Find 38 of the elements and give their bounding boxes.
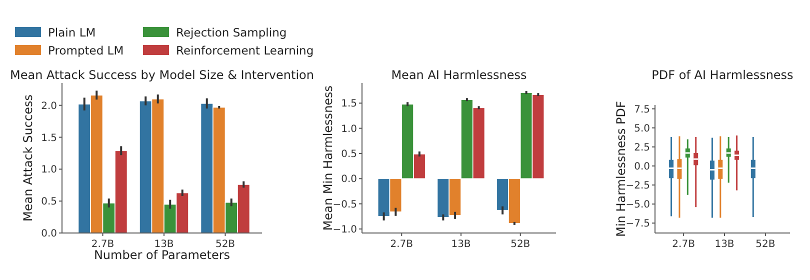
x-tick-label: 13B: [451, 239, 471, 250]
x-tick-label: 52B: [756, 239, 776, 250]
y-tick-label: 0.0: [341, 174, 357, 186]
x-tick-label: 2.7B: [672, 239, 696, 250]
y-tick-label: 2.0: [41, 100, 57, 112]
x-tick-label: 13B: [714, 239, 734, 250]
y-tick-label: −7.5: [626, 218, 650, 230]
y-tick-label: 0.5: [41, 196, 57, 208]
legend-label: Plain LM: [48, 26, 96, 40]
x-tick-label: 13B: [154, 239, 174, 250]
x-axis-title: Number of Parameters: [94, 248, 230, 262]
x-tick-label: 52B: [510, 239, 530, 250]
y-axis-title: Mean Attack Success: [21, 94, 35, 222]
y-tick-label: 7.5: [634, 104, 650, 116]
y-tick-label: 0.0: [634, 161, 650, 172]
legend-label: Rejection Sampling: [176, 26, 287, 40]
x-tick-label: 2.7B: [390, 239, 414, 250]
x-tick-label: 52B: [215, 239, 236, 250]
y-tick-label: −2.5: [626, 180, 650, 192]
y-tick-label: 1.5: [41, 132, 57, 144]
y-tick-label: 2.5: [634, 142, 650, 154]
x-tick-label: 2.7B: [91, 239, 114, 250]
y-tick-label: 0.0: [41, 228, 57, 240]
y-tick-label: 1.5: [341, 98, 357, 110]
y-tick-label: −5.0: [626, 200, 650, 211]
y-tick-label: −1.0: [332, 224, 357, 236]
legend-label: Prompted LM: [48, 44, 124, 58]
y-tick-label: 5.0: [634, 123, 650, 134]
y-tick-label: 1.0: [41, 164, 57, 176]
y-tick-label: 0.5: [341, 148, 357, 160]
y-tick-label: −0.5: [332, 199, 357, 210]
legend-label: Reinforcement Learning: [176, 44, 314, 58]
y-axis-title: Mean Min Harmlessness: [321, 85, 335, 231]
y-axis-title: Min Harmlessness PDF: [614, 101, 628, 237]
chart-title: Mean AI Harmlessness: [391, 68, 527, 82]
chart-title: PDF of AI Harmlessness: [652, 68, 794, 82]
y-tick-label: 1.0: [341, 124, 357, 135]
chart-title: Mean Attack Success by Model Size & Intervention: [10, 68, 314, 82]
